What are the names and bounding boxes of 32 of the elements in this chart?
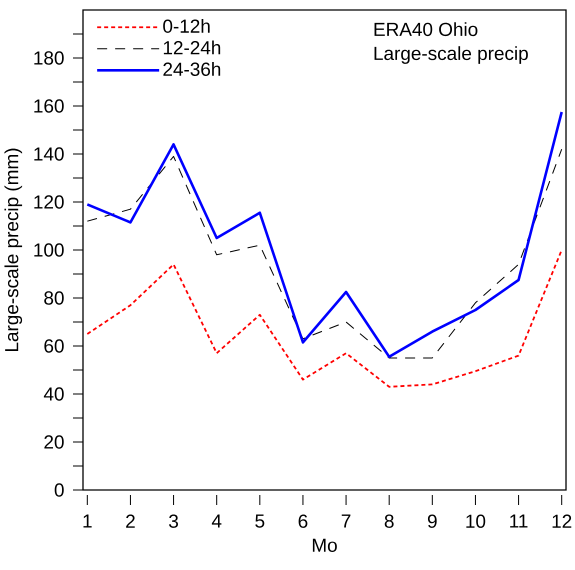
y-tick-label: 0 <box>54 483 64 497</box>
y-tick-label: 100 <box>34 243 64 257</box>
y-tick-label: 160 <box>34 99 64 113</box>
x-tick-label: 8 <box>384 514 394 528</box>
legend-label: 24-36h <box>163 62 220 76</box>
x-tick-label: 5 <box>255 514 264 528</box>
line-series <box>86 148 562 358</box>
x-tick-label: 4 <box>212 514 222 528</box>
y-tick-label: 40 <box>44 387 64 401</box>
x-tick-label: 12 <box>552 514 572 528</box>
x-tick-label: 1 <box>83 514 92 528</box>
line-series <box>86 249 563 388</box>
y-tick-label: 20 <box>44 435 64 449</box>
legend-label: 12-24h <box>164 40 220 54</box>
x-tick-label: 10 <box>466 514 486 528</box>
x-axis-title: Mo <box>312 538 337 552</box>
x-tick-label: 7 <box>342 514 350 528</box>
line-series <box>86 110 563 358</box>
x-tick-label: 6 <box>298 514 308 528</box>
annotation: ERA40 Ohio <box>374 22 478 36</box>
annotation: Large-scale precip <box>374 46 528 64</box>
x-tick-label: 9 <box>428 514 437 528</box>
y-tick-label: 180 <box>34 51 64 65</box>
legend-label: 0-12h <box>163 18 210 33</box>
y-tick-label: 80 <box>44 291 64 305</box>
x-tick-label: 3 <box>169 514 178 528</box>
y-axis-title: Large-scale precip (mm) <box>4 148 22 352</box>
x-tick-label: 11 <box>510 514 528 528</box>
y-tick-label: 140 <box>34 147 64 161</box>
y-tick-label: 120 <box>34 195 64 209</box>
y-tick-label: 60 <box>44 339 64 353</box>
x-tick-label: 2 <box>126 514 135 528</box>
